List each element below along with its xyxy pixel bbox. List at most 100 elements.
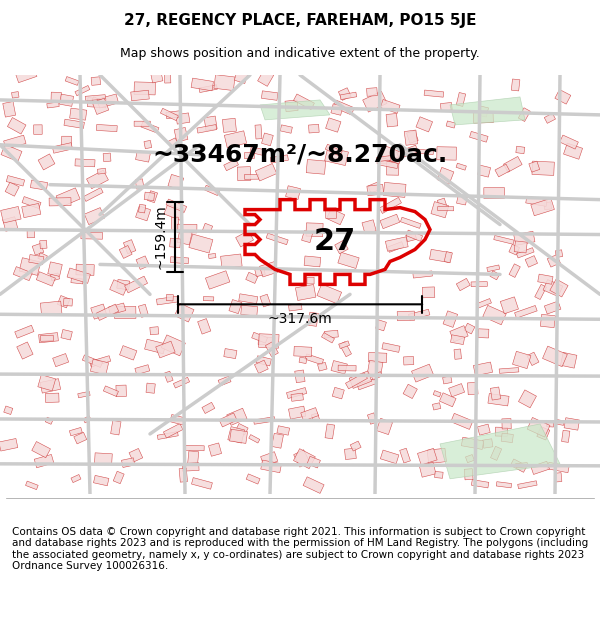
Bar bbox=[254, 417, 275, 424]
Bar bbox=[473, 112, 493, 123]
Bar bbox=[527, 418, 550, 437]
Bar bbox=[350, 441, 361, 451]
Bar bbox=[150, 327, 159, 335]
Bar bbox=[184, 445, 204, 451]
Bar bbox=[476, 299, 491, 308]
Bar bbox=[404, 130, 418, 145]
Bar bbox=[92, 97, 100, 103]
Bar bbox=[131, 90, 149, 101]
Bar bbox=[141, 122, 159, 133]
Bar bbox=[483, 306, 506, 325]
Bar bbox=[326, 118, 341, 132]
Bar bbox=[3, 101, 16, 117]
Bar bbox=[34, 125, 42, 134]
Bar bbox=[40, 379, 61, 393]
Bar bbox=[170, 414, 185, 425]
Bar bbox=[94, 476, 109, 486]
Bar bbox=[0, 439, 18, 451]
Bar bbox=[518, 390, 536, 408]
Bar bbox=[377, 156, 391, 162]
Bar bbox=[65, 76, 79, 86]
Bar bbox=[555, 419, 565, 426]
Bar bbox=[261, 460, 281, 472]
Bar bbox=[166, 111, 181, 119]
Bar bbox=[331, 361, 347, 374]
Bar bbox=[83, 188, 103, 201]
Bar bbox=[333, 100, 355, 115]
Bar bbox=[139, 204, 146, 213]
Bar bbox=[514, 231, 535, 246]
Bar bbox=[495, 164, 510, 177]
Bar bbox=[164, 71, 171, 83]
Bar bbox=[13, 267, 32, 281]
Bar bbox=[176, 113, 190, 124]
Bar bbox=[146, 383, 155, 393]
Bar bbox=[382, 342, 400, 352]
Bar bbox=[554, 472, 562, 482]
Bar bbox=[496, 482, 512, 488]
Bar bbox=[484, 188, 505, 199]
Bar bbox=[277, 426, 290, 435]
Bar bbox=[91, 304, 107, 319]
Bar bbox=[451, 413, 473, 429]
Bar bbox=[255, 268, 265, 277]
Bar bbox=[379, 160, 398, 169]
Bar bbox=[525, 256, 538, 268]
Bar bbox=[544, 301, 561, 314]
Bar bbox=[286, 388, 307, 399]
Bar bbox=[478, 106, 488, 117]
Bar bbox=[495, 427, 508, 436]
Bar bbox=[472, 479, 489, 488]
Bar bbox=[85, 94, 106, 101]
Bar bbox=[244, 174, 259, 179]
Bar bbox=[145, 339, 166, 354]
Bar bbox=[503, 156, 522, 172]
Bar bbox=[38, 253, 47, 261]
Bar bbox=[304, 256, 321, 267]
Bar bbox=[144, 192, 155, 201]
Bar bbox=[51, 92, 61, 103]
Bar bbox=[260, 294, 271, 307]
Bar bbox=[490, 271, 500, 280]
Bar bbox=[221, 254, 242, 268]
Bar bbox=[164, 204, 184, 220]
Bar bbox=[380, 99, 400, 113]
Bar bbox=[53, 354, 68, 367]
Bar bbox=[387, 156, 400, 163]
Bar bbox=[325, 330, 338, 338]
Bar bbox=[258, 337, 275, 345]
Bar bbox=[119, 346, 137, 360]
Bar bbox=[246, 474, 260, 484]
Polygon shape bbox=[450, 97, 525, 125]
Polygon shape bbox=[260, 100, 330, 120]
Bar bbox=[224, 349, 237, 359]
Bar bbox=[249, 434, 260, 443]
Bar bbox=[280, 125, 292, 133]
Bar bbox=[340, 92, 357, 99]
Bar bbox=[61, 329, 73, 340]
Bar bbox=[376, 320, 386, 331]
Bar bbox=[511, 459, 527, 472]
Bar bbox=[340, 342, 352, 357]
Bar bbox=[413, 271, 433, 278]
Bar bbox=[262, 91, 278, 101]
Bar bbox=[262, 133, 273, 146]
Bar bbox=[81, 232, 103, 239]
Bar bbox=[291, 393, 304, 401]
Bar bbox=[385, 237, 408, 251]
Bar bbox=[491, 446, 502, 461]
Bar bbox=[218, 376, 231, 386]
Text: Map shows position and indicative extent of the property.: Map shows position and indicative extent… bbox=[120, 48, 480, 61]
Bar bbox=[326, 208, 337, 218]
Bar bbox=[62, 136, 71, 148]
Bar bbox=[124, 239, 136, 254]
Bar bbox=[177, 224, 197, 233]
Bar bbox=[139, 304, 148, 318]
Bar bbox=[223, 118, 236, 132]
Bar bbox=[471, 282, 487, 287]
Bar bbox=[75, 86, 90, 96]
Bar bbox=[70, 108, 87, 120]
Bar bbox=[325, 424, 335, 439]
Bar bbox=[560, 135, 578, 149]
Text: 27, REGENCY PLACE, FAREHAM, PO15 5JE: 27, REGENCY PLACE, FAREHAM, PO15 5JE bbox=[124, 14, 476, 29]
